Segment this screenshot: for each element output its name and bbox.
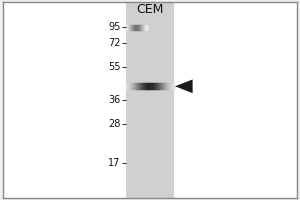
Text: 36: 36 xyxy=(108,95,121,105)
Text: 55: 55 xyxy=(108,62,121,72)
Text: 95: 95 xyxy=(108,22,121,32)
Text: 72: 72 xyxy=(108,38,121,48)
Text: CEM: CEM xyxy=(136,3,164,16)
Polygon shape xyxy=(175,79,193,93)
Text: 17: 17 xyxy=(108,158,121,168)
Bar xyxy=(127,2,173,198)
Text: 28: 28 xyxy=(108,119,121,129)
